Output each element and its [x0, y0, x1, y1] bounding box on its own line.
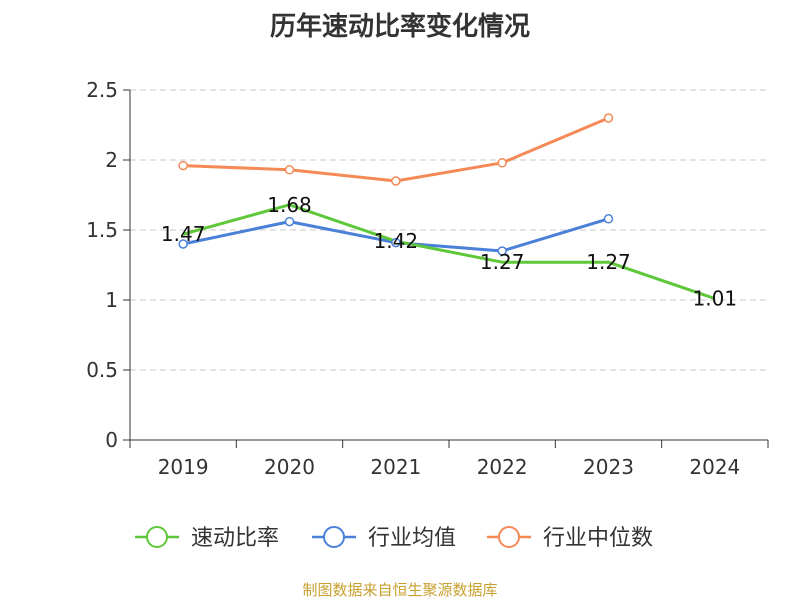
legend-label: 行业中位数 — [543, 526, 653, 551]
legend-label: 速动比率 — [191, 526, 279, 551]
data-point — [284, 165, 295, 175]
data-label: 1.27 — [586, 250, 631, 274]
y-tick-label: 2 — [105, 148, 118, 172]
x-tick-label: 2024 — [689, 455, 740, 479]
x-tick-label: 2022 — [477, 455, 528, 479]
y-tick-label: 2.5 — [86, 78, 118, 102]
legend-marker-icon — [146, 526, 168, 548]
legend-marker-icon — [323, 526, 345, 548]
data-point — [497, 158, 507, 168]
y-tick-label: 1 — [105, 288, 118, 312]
data-point — [284, 216, 295, 227]
chart-title: 历年速动比率变化情况 — [269, 12, 530, 42]
data-label: 1.01 — [693, 287, 738, 311]
data-point — [603, 113, 614, 123]
data-label: 1.47 — [161, 222, 206, 246]
legend-label: 行业均值 — [368, 526, 456, 551]
y-tick-label: 0 — [105, 428, 118, 452]
data-point — [603, 214, 614, 224]
data-label: 1.68 — [267, 193, 312, 217]
y-tick-label: 1.5 — [86, 218, 118, 242]
series-line — [182, 203, 716, 301]
source-note: 制图数据来自恒生聚源数据库 — [302, 581, 498, 599]
data-point — [391, 176, 401, 186]
x-tick-label: 2019 — [158, 455, 209, 479]
data-point — [178, 160, 188, 171]
data-label: 1.42 — [374, 229, 419, 253]
y-tick-label: 0.5 — [86, 358, 118, 382]
x-tick-label: 2020 — [264, 455, 315, 479]
data-point — [178, 239, 188, 249]
legend-marker-icon — [498, 526, 520, 548]
series-line — [183, 116, 610, 183]
x-tick-label: 2021 — [370, 455, 421, 479]
data-point — [497, 246, 507, 256]
x-tick-label: 2023 — [583, 455, 634, 479]
data-label: 1.27 — [480, 250, 525, 274]
data-point — [391, 237, 401, 248]
